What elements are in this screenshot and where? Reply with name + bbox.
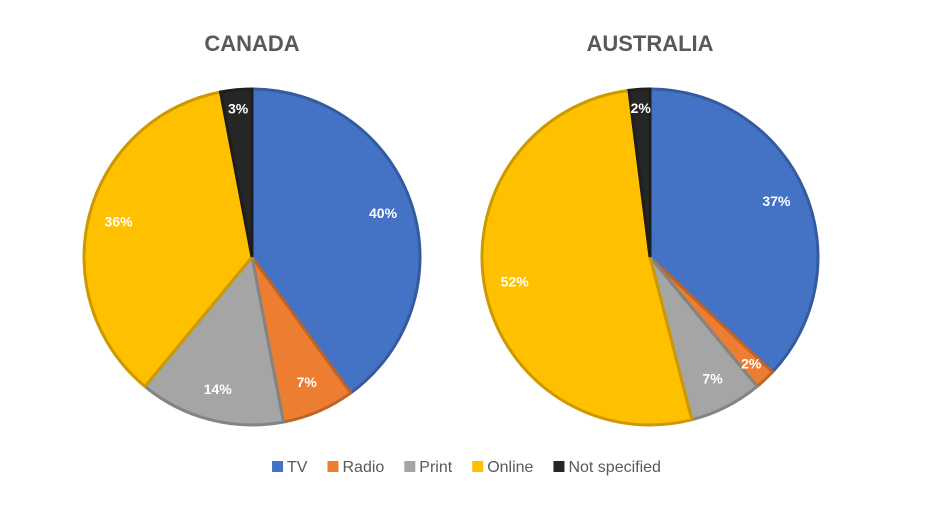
pie-slice	[648, 87, 820, 375]
legend-label: Online	[487, 459, 533, 476]
data-label: 3%	[228, 101, 249, 117]
chart-title: CANADA	[204, 31, 299, 56]
legend-label: Radio	[342, 459, 384, 476]
data-label: 36%	[105, 213, 134, 229]
pie-slice	[218, 87, 254, 258]
data-label: 7%	[297, 374, 318, 390]
legend-label: Not specified	[568, 459, 661, 476]
data-label: 14%	[204, 381, 233, 397]
data-label: 40%	[369, 205, 398, 221]
legend-swatch	[404, 461, 416, 472]
data-label: 2%	[741, 355, 762, 371]
data-label: 37%	[762, 193, 791, 209]
legend-swatch	[472, 461, 484, 472]
chart-title: AUSTRALIA	[586, 31, 713, 56]
data-label: 52%	[501, 274, 530, 290]
legend-label: TV	[287, 459, 308, 476]
legend-swatch	[327, 461, 339, 472]
pie-slice	[250, 87, 422, 396]
pie-slice	[627, 87, 652, 258]
pie-slice	[142, 253, 286, 427]
data-label: 2%	[631, 100, 652, 116]
pie-slice	[82, 90, 254, 389]
legend-swatch	[272, 461, 284, 472]
legend-label: Print	[419, 459, 452, 476]
data-label: 7%	[702, 370, 723, 386]
legend-swatch	[553, 461, 565, 472]
